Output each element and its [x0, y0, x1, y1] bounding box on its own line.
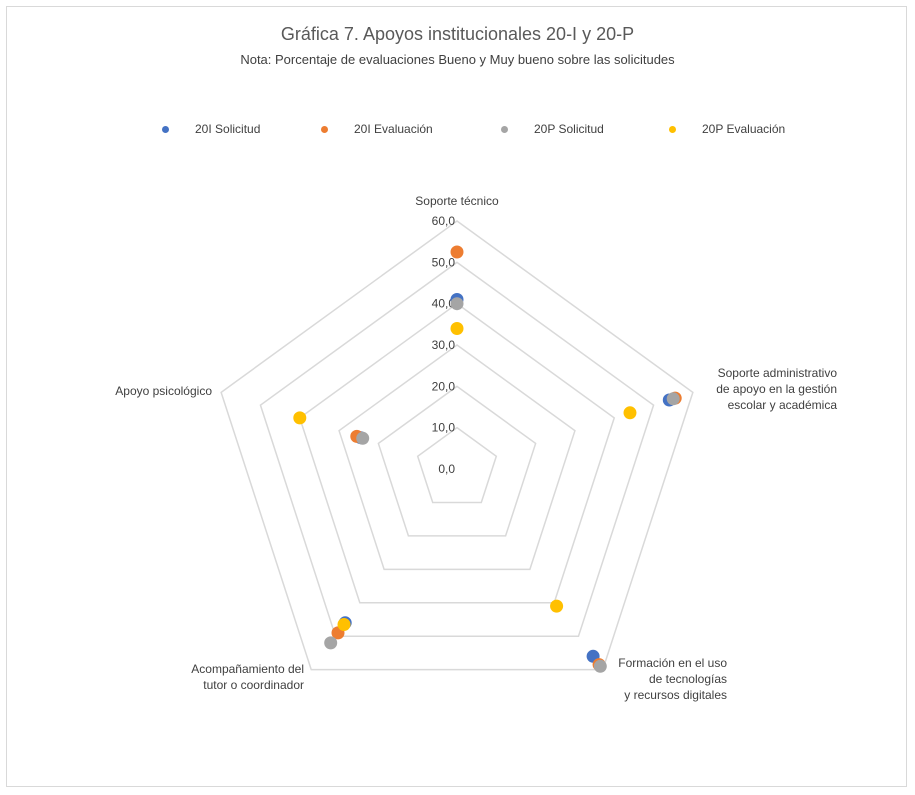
- data-point: [666, 392, 680, 406]
- tick-label: 20,0: [432, 379, 456, 393]
- tick-label: 50,0: [432, 255, 456, 269]
- grid-ring: [259, 261, 655, 637]
- data-point: [450, 322, 464, 335]
- category-label: Soporte administrativo de apoyo en la ges…: [716, 366, 837, 412]
- data-point: [293, 411, 307, 425]
- grid-ring: [416, 426, 498, 504]
- legend-item-20p-solicitud: 20P Solicitud: [501, 122, 604, 136]
- data-point: [623, 406, 637, 420]
- data-point: [593, 659, 607, 673]
- data-point: [550, 599, 564, 613]
- chart-subtitle: Nota: Porcentaje de evaluaciones Bueno y…: [240, 52, 675, 67]
- legend-label: 20P Evaluación: [702, 122, 786, 136]
- chart-frame: [6, 6, 907, 787]
- tick-label: 30,0: [432, 338, 456, 352]
- legend-item-20i-solicitud: 20I Solicitud: [162, 122, 260, 136]
- data-point: [356, 431, 370, 445]
- legend-marker: [501, 125, 508, 133]
- legend-marker: [162, 125, 169, 133]
- tick-label: 40,0: [432, 297, 456, 311]
- chart-title: Gráfica 7. Apoyos institucionales 20-I y…: [280, 24, 635, 44]
- legend-item-20p-evaluacion: 20P Evaluación: [669, 122, 785, 136]
- data-point: [337, 618, 351, 631]
- grid-ring: [338, 344, 576, 571]
- data-point: [450, 245, 464, 259]
- tick-label: 0,0: [438, 462, 455, 476]
- legend-marker: [321, 125, 328, 133]
- category-label: Formación en el uso de tecnologías y recur…: [618, 656, 727, 702]
- data-point: [324, 636, 338, 650]
- category-label: Soporte técnico: [415, 194, 499, 208]
- grid-ring: [377, 385, 537, 537]
- tick-label: 60,0: [432, 214, 456, 228]
- legend-item-20i-evaluacion: 20I Evaluación: [321, 122, 433, 136]
- grid-ring: [220, 220, 694, 671]
- data-point: [450, 297, 464, 311]
- category-label: Apoyo psicológico: [115, 384, 212, 398]
- legend-label: 20P Solicitud: [534, 122, 604, 136]
- legend: 20I Solicitud 20I Evaluación 20P Solicit…: [0, 122, 915, 142]
- category-label: Acompañamiento del tutor o coordinador: [191, 662, 304, 692]
- legend-label: 20I Solicitud: [195, 122, 261, 136]
- tick-label: 10,0: [432, 421, 456, 435]
- legend-label: 20I Evaluación: [354, 122, 433, 136]
- legend-marker: [669, 125, 676, 133]
- grid-ring: [298, 302, 616, 604]
